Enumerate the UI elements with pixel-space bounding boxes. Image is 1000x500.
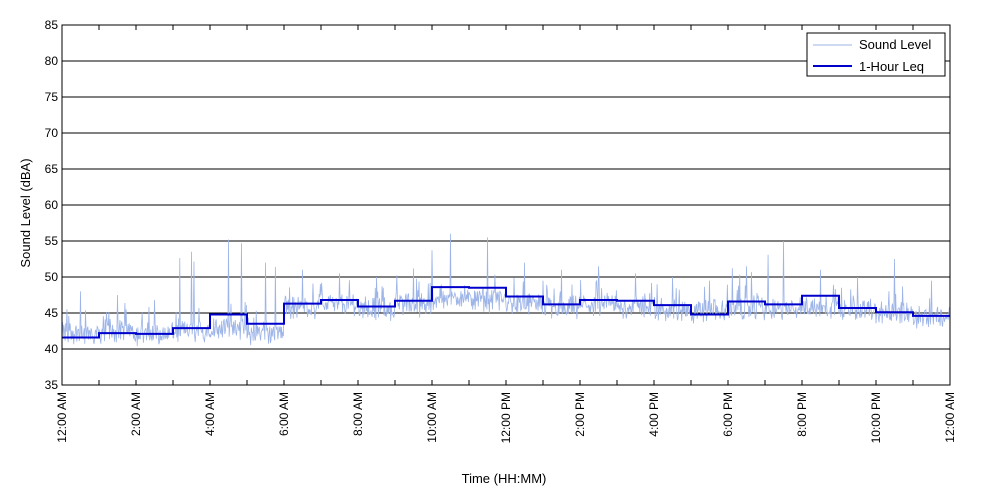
- x-tick-label: 8:00 AM: [351, 392, 365, 436]
- x-tick-label: 10:00 PM: [869, 392, 883, 443]
- y-tick-label: 50: [45, 270, 59, 284]
- grid-lines: [62, 60, 950, 350]
- x-tick-label: 12:00 PM: [499, 392, 513, 443]
- x-tick-labels: 12:00 AM 2:00 AM 4:00 AM 6:00 AM 8:00 AM 10:0…: [55, 392, 957, 443]
- x-tick-label: 6:00 PM: [721, 392, 735, 437]
- y-tick-label: 75: [45, 90, 59, 104]
- y-tick-label: 80: [45, 54, 59, 68]
- leq-series: [62, 286, 950, 339]
- x-tick-label: 2:00 PM: [573, 392, 587, 437]
- sound-level-line: [61, 233, 951, 347]
- x-tick-label: 12:00 AM: [55, 392, 69, 443]
- y-tick-label: 45: [45, 306, 59, 320]
- y-tick-label: 55: [45, 234, 59, 248]
- x-tick-label: 12:00 AM: [943, 392, 957, 443]
- y-tick-label: 35: [45, 378, 59, 392]
- y-tick-labels: 35 40 45 50 55 60 65 70 75 80 85: [45, 18, 59, 392]
- y-tick-label: 70: [45, 126, 59, 140]
- x-tick-label: 6:00 AM: [277, 392, 291, 436]
- leq-step-line: [62, 286, 950, 339]
- y-axis-title: Sound Level (dBA): [18, 158, 33, 267]
- x-tick-label: 4:00 AM: [203, 392, 217, 436]
- y-tick-label: 60: [45, 198, 59, 212]
- legend-label-sound-level: Sound Level: [859, 37, 931, 52]
- y-tick-label: 65: [45, 162, 59, 176]
- axis-ticks: [61, 25, 951, 385]
- x-tick-label: 2:00 AM: [129, 392, 143, 436]
- y-tick-label: 40: [45, 342, 59, 356]
- sound-level-series: [61, 233, 951, 347]
- x-tick-label: 8:00 PM: [795, 392, 809, 437]
- x-axis-title: Time (HH:MM): [462, 471, 547, 486]
- x-tick-label: 10:00 AM: [425, 392, 439, 443]
- legend: Sound Level 1-Hour Leq: [806, 32, 946, 77]
- legend-box: [806, 32, 946, 77]
- legend-label-leq: 1-Hour Leq: [859, 59, 924, 74]
- x-tick-label: 4:00 PM: [647, 392, 661, 437]
- y-tick-label: 85: [45, 18, 59, 32]
